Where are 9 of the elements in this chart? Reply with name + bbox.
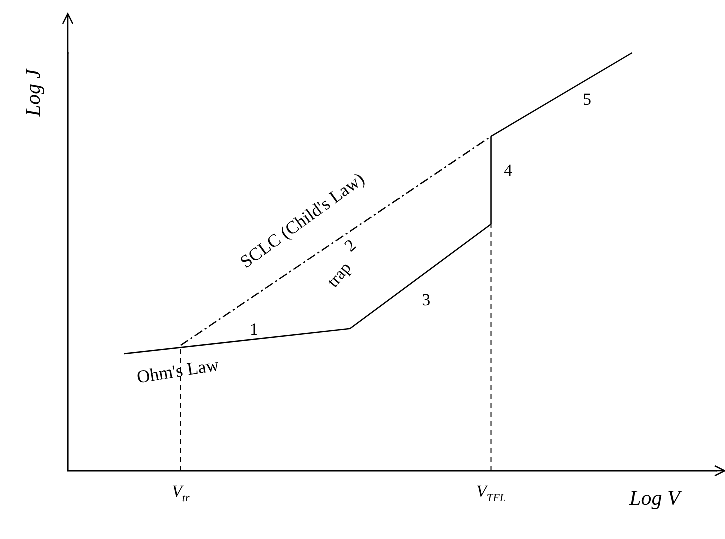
annotation: 3 (422, 290, 431, 310)
annotation: trap (323, 258, 356, 292)
text: Ohm's Law (136, 354, 221, 388)
annotation: 2 (341, 236, 360, 256)
x-axis-title: Log V (628, 486, 683, 510)
annotation: 1 (250, 320, 258, 339)
annotation: 4 (504, 160, 513, 180)
y-axis-title: Log J (21, 68, 45, 118)
annotation: 5 (582, 90, 592, 109)
